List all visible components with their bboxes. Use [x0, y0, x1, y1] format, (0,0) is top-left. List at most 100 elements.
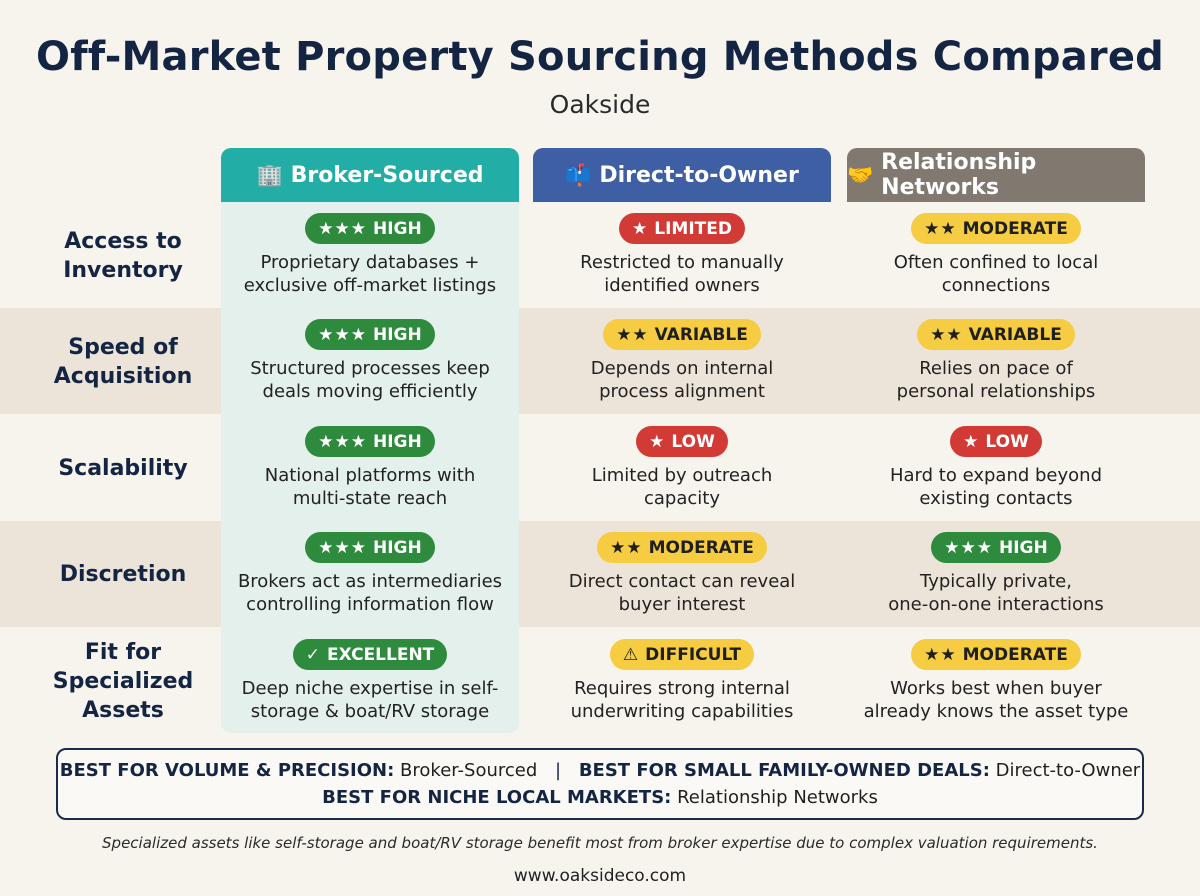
cell-specialized-broker: ✓ EXCELLENT Deep niche expertise in self-… — [221, 639, 519, 723]
cell-scalability-broker: ★★★ HIGH National platforms with multi-sta… — [221, 426, 519, 510]
cell-discretion-direct: ★★ MODERATE Direct contact can reveal buye… — [533, 532, 831, 616]
footnote: Specialized assets like self-storage and… — [102, 834, 1098, 852]
rating-label: HIGH — [999, 537, 1048, 558]
description-line: Hard to expand beyond — [889, 465, 1102, 486]
rating-badge-high: ★★★ HIGH — [305, 426, 435, 457]
checkmark-icon: ✓ — [305, 644, 321, 665]
cell-scalability-direct: ★ LOW Limited by outreach capacity — [533, 426, 831, 510]
description-line: Depends on internal — [590, 358, 774, 379]
column-header-label: Broker-Sourced — [290, 162, 484, 188]
description-line: National platforms with — [264, 465, 476, 486]
description-line: Brokers act as intermediaries — [237, 571, 503, 592]
rating-badge-difficult: ⚠ DIFFICULT — [609, 639, 755, 670]
star-rating-icon: ★★ — [924, 644, 957, 665]
column-header-broker: 🏢 Broker-Sourced — [221, 148, 519, 202]
cell-description: Direct contact can reveal buyer interest — [569, 570, 796, 616]
rating-label: HIGH — [373, 537, 422, 558]
row-label-access: Access to Inventory — [63, 229, 183, 283]
summary-divider: | — [555, 760, 562, 781]
description-line: one-on-one interactions — [888, 594, 1104, 615]
star-rating-icon: ★★ — [616, 324, 649, 345]
star-rating-icon: ★ — [649, 431, 666, 452]
star-rating-icon: ★★ — [924, 218, 957, 239]
cell-description: Depends on internal process alignment — [591, 357, 774, 403]
cell-description: Often confined to local connections — [894, 251, 1098, 297]
rating-label: MODERATE — [962, 218, 1068, 239]
summary-line-1: BEST FOR VOLUME & PRECISION: Broker-Sour… — [60, 757, 1140, 784]
rating-badge-low: ★ LOW — [636, 426, 728, 457]
description-line: exclusive off-market listings — [243, 275, 497, 296]
rating-badge-moderate: ★★ MODERATE — [911, 639, 1081, 670]
rating-label: VARIABLE — [968, 324, 1062, 345]
description-line: Structured processes keep — [250, 358, 490, 379]
rating-label: HIGH — [373, 218, 422, 239]
rating-badge-high: ★★★ HIGH — [931, 532, 1061, 563]
summary-volume-value: Broker-Sourced — [400, 760, 538, 781]
cell-description: Restricted to manually identified owners — [580, 251, 784, 297]
cell-scalability-network: ★ LOW Hard to expand beyond existing conta… — [847, 426, 1145, 510]
description-line: storage & boat/RV storage — [250, 701, 490, 722]
summary-line-2: BEST FOR NICHE LOCAL MARKETS: Relationsh… — [322, 784, 878, 811]
description-line: buyer interest — [618, 594, 746, 615]
cell-specialized-network: ★★ MODERATE Works best when buyer already … — [847, 639, 1145, 723]
summary-box: BEST FOR VOLUME & PRECISION: Broker-Sour… — [56, 748, 1144, 820]
rating-badge-high: ★★★ HIGH — [305, 213, 435, 244]
rating-label: HIGH — [373, 431, 422, 452]
star-rating-icon: ★★ — [610, 537, 643, 558]
cell-access-broker: ★★★ HIGH Proprietary databases + exclusive… — [221, 213, 519, 297]
row-label-specialized: Fit for Specialized Assets — [52, 639, 194, 723]
description-line: identified owners — [604, 275, 760, 296]
rating-badge-variable: ★★ VARIABLE — [603, 319, 761, 350]
star-rating-icon: ★★★ — [318, 537, 367, 558]
summary-niche-value: Relationship Networks — [677, 787, 878, 808]
description-line: Requires strong internal — [574, 678, 790, 699]
cell-speed-broker: ★★★ HIGH Structured processes keep deals m… — [221, 319, 519, 403]
star-rating-icon: ★ — [963, 431, 980, 452]
star-rating-icon: ★★ — [930, 324, 963, 345]
column-header-label: Direct-to-Owner — [599, 162, 799, 188]
page-subtitle: Oakside — [549, 90, 651, 119]
description-line: capacity — [643, 488, 720, 509]
rating-badge-limited: ★ LIMITED — [619, 213, 745, 244]
summary-family-value: Direct-to-Owner — [995, 760, 1141, 781]
cell-description: Proprietary databases + exclusive off-mar… — [244, 251, 496, 297]
description-line: Typically private, — [920, 571, 1072, 592]
description-line: Restricted to manually — [580, 252, 784, 273]
description-line: deals moving efficiently — [262, 381, 478, 402]
rating-label: LIMITED — [654, 218, 732, 239]
rating-badge-low: ★ LOW — [950, 426, 1042, 457]
description-line: already knows the asset type — [863, 701, 1129, 722]
summary-niche-label: BEST FOR NICHE LOCAL MARKETS: — [322, 787, 672, 808]
description-line: Direct contact can reveal — [568, 571, 796, 592]
rating-badge-high: ★★★ HIGH — [305, 319, 435, 350]
cell-description: Deep niche expertise in self-storage & b… — [242, 677, 499, 723]
rating-badge-moderate: ★★ MODERATE — [911, 213, 1081, 244]
handshake-icon: 🤝 — [847, 162, 874, 187]
rating-label: LOW — [671, 431, 715, 452]
cell-access-direct: ★ LIMITED Restricted to manually identifie… — [533, 213, 831, 297]
description-line: Often confined to local — [893, 252, 1099, 273]
cell-description: Limited by outreach capacity — [592, 464, 773, 510]
column-header-network: 🤝 Relationship Networks — [847, 148, 1145, 202]
page-title: Off-Market Property Sourcing Methods Com… — [35, 34, 1165, 80]
mailbox-icon: 📫 — [565, 162, 592, 187]
description-line: multi-state reach — [292, 488, 448, 509]
rating-label: DIFFICULT — [645, 644, 742, 665]
column-header-label: Relationship Networks — [881, 150, 1037, 200]
description-line: Works best when buyer — [890, 678, 1102, 699]
rating-badge-variable: ★★ VARIABLE — [917, 319, 1075, 350]
cell-description: Typically private, one-on-one interaction… — [888, 570, 1104, 616]
star-rating-icon: ★★★ — [318, 218, 367, 239]
cell-speed-direct: ★★ VARIABLE Depends on internal process al… — [533, 319, 831, 403]
rating-badge-excellent: ✓ EXCELLENT — [292, 639, 448, 670]
description-line: connections — [941, 275, 1051, 296]
cell-speed-network: ★★ VARIABLE Relies on pace of personal rel… — [847, 319, 1145, 403]
rating-label: EXCELLENT — [326, 644, 435, 665]
description-line: Proprietary databases + — [260, 252, 480, 273]
description-line: Deep niche expertise in self- — [241, 678, 499, 699]
description-line: existing contacts — [919, 488, 1073, 509]
office-building-icon: 🏢 — [256, 162, 283, 187]
summary-volume-label: BEST FOR VOLUME & PRECISION: — [59, 760, 395, 781]
cell-description: Brokers act as intermediaries controlling… — [238, 570, 502, 616]
rating-label: MODERATE — [648, 537, 754, 558]
